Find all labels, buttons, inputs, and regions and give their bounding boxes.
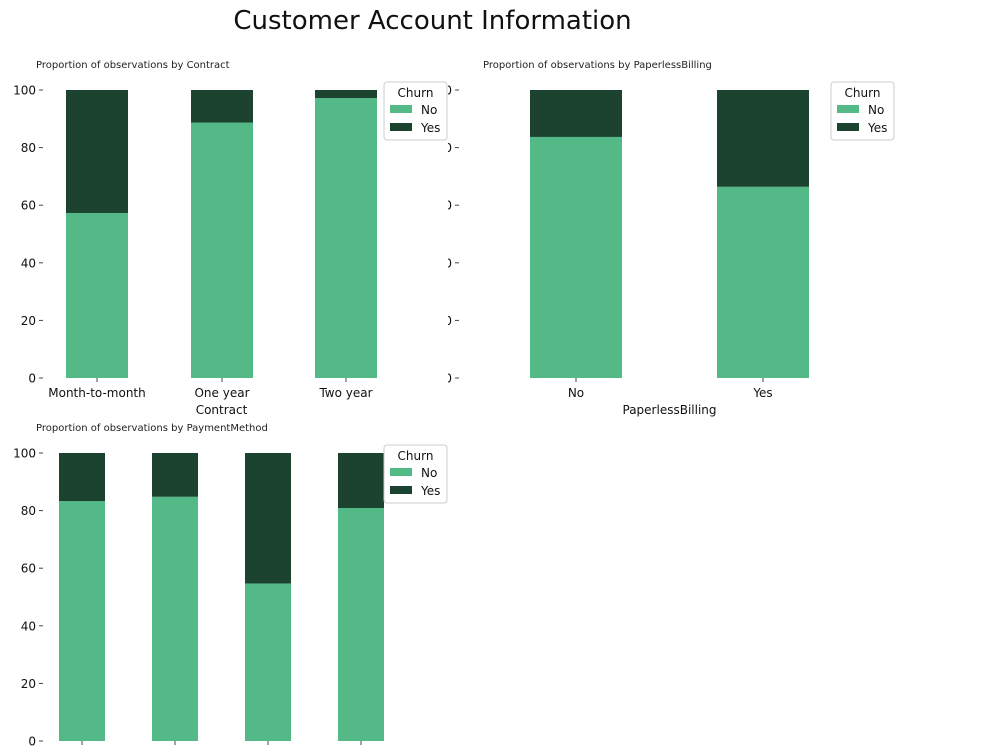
y-tick-label: 0 xyxy=(448,372,452,386)
bar-no xyxy=(59,501,105,741)
y-tick-label: 40 xyxy=(448,256,452,270)
bar-yes xyxy=(66,90,128,213)
chart-title: Proportion of observations by PaymentMet… xyxy=(36,423,268,434)
bar-no xyxy=(152,496,198,741)
y-tick-label: 60 xyxy=(21,199,36,213)
y-tick-label: 20 xyxy=(448,314,452,328)
bar-yes xyxy=(717,90,809,187)
bar-no xyxy=(717,186,809,378)
y-tick-label: 60 xyxy=(21,562,36,576)
legend-title: Churn xyxy=(845,86,881,100)
legend-swatch-yes xyxy=(837,123,859,131)
legend-swatch-no xyxy=(390,105,412,113)
y-tick-label: 20 xyxy=(21,677,36,691)
y-tick-label: 80 xyxy=(21,141,36,155)
bar-yes xyxy=(315,90,377,99)
legend-label-yes: Yes xyxy=(420,121,440,135)
payment-method-chart: Proportion of observations by PaymentMet… xyxy=(13,423,448,749)
figure-title: Customer Account Information xyxy=(233,6,632,36)
y-tick-label: 40 xyxy=(21,619,36,633)
legend-swatch-no xyxy=(390,468,412,476)
y-tick-label: 0 xyxy=(28,735,36,749)
bar-yes xyxy=(338,453,384,509)
legend-swatch-no xyxy=(837,105,859,113)
legend-label-no: No xyxy=(421,466,437,480)
x-tick-label: Yes xyxy=(752,386,772,400)
legend-label-no: No xyxy=(421,103,437,117)
x-axis-label: PaperlessBilling xyxy=(623,403,717,417)
legend-swatch-yes xyxy=(390,486,412,494)
y-tick-label: 100 xyxy=(13,447,36,461)
y-tick-label: 0 xyxy=(28,372,36,386)
y-tick-label: 20 xyxy=(21,314,36,328)
bar-yes xyxy=(152,453,198,497)
x-axis-label: Contract xyxy=(196,403,248,417)
chart-title: Proportion of observations by PaperlessB… xyxy=(483,60,712,71)
y-tick-label: 80 xyxy=(21,504,36,518)
y-tick-label: 60 xyxy=(448,199,452,213)
contract-chart: Proportion of observations by Contract 0 2… xyxy=(13,60,448,417)
bar-no xyxy=(338,508,384,741)
bar-no xyxy=(245,583,291,741)
legend-label-no: No xyxy=(868,103,884,117)
y-tick-label: 100 xyxy=(448,84,452,98)
y-tick-label: 80 xyxy=(448,141,452,155)
y-tick-label: 40 xyxy=(21,256,36,270)
chart-title: Proportion of observations by Contract xyxy=(36,60,230,71)
legend-label-yes: Yes xyxy=(867,121,887,135)
bar-yes xyxy=(191,90,253,123)
bar-no xyxy=(66,212,128,378)
bar-yes xyxy=(245,453,291,584)
paperless-billing-chart: Proportion of observations by PaperlessB… xyxy=(448,60,895,417)
bar-no xyxy=(530,136,622,378)
bar-yes xyxy=(530,90,622,137)
legend: Churn No Yes xyxy=(830,81,895,141)
y-tick-label: 100 xyxy=(13,84,36,98)
legend-title: Churn xyxy=(398,86,434,100)
legend-label-yes: Yes xyxy=(420,484,440,498)
x-tick-label: No xyxy=(568,386,584,400)
legend: Churn No Yes xyxy=(383,81,448,141)
bar-yes xyxy=(59,453,105,502)
legend: Churn No Yes xyxy=(383,444,448,504)
bar-no xyxy=(315,98,377,378)
x-tick-label: Two year xyxy=(318,386,372,400)
legend-title: Churn xyxy=(398,449,434,463)
x-tick-label: One year xyxy=(194,386,249,400)
bar-no xyxy=(191,122,253,378)
x-tick-label: Month-to-month xyxy=(48,386,146,400)
legend-swatch-yes xyxy=(390,123,412,131)
